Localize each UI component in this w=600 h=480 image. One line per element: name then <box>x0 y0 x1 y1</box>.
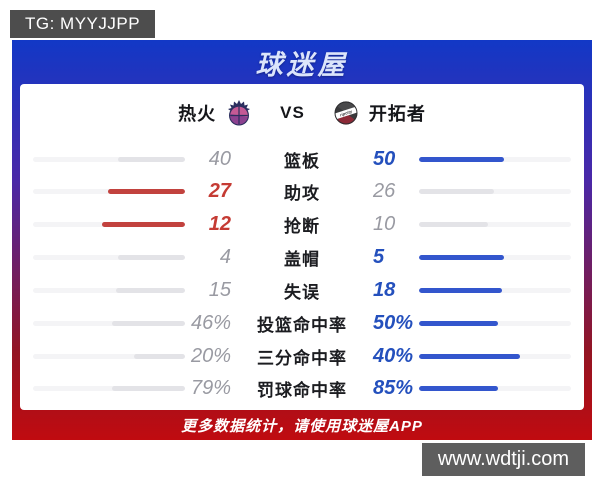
stat-row: 46% 投篮命中率 50% <box>33 308 571 338</box>
stats-card: 球迷屋 热火 VS <box>12 40 592 440</box>
left-stat-value: 12 <box>208 213 231 236</box>
left-stat-bar <box>33 320 185 326</box>
right-stat-bar <box>419 287 571 293</box>
matchup-header: 热火 VS <box>20 84 584 142</box>
tg-contact-badge: TG: MYYJJPP <box>10 10 156 38</box>
stat-label: 助攻 <box>284 184 320 204</box>
right-stat-bar <box>419 353 571 359</box>
right-stat-bar <box>419 255 571 261</box>
left-stat-value: 79% <box>190 377 231 400</box>
stat-label: 抢断 <box>284 217 320 237</box>
blazers-logo-icon: ripcity <box>333 99 359 127</box>
home-team-name: 热火 <box>178 104 217 124</box>
right-stat-bar <box>419 320 571 326</box>
left-stat-bar <box>33 189 185 195</box>
right-stat-value: 18 <box>373 278 396 301</box>
svg-text:ripcity: ripcity <box>339 109 353 118</box>
stat-label: 盖帽 <box>284 250 320 270</box>
left-stat-value: 40 <box>208 147 231 170</box>
left-stat-bar <box>33 156 185 162</box>
stat-label: 投篮命中率 <box>257 315 347 335</box>
right-stat-value: 50 <box>373 147 396 170</box>
left-stat-bar <box>33 255 185 261</box>
stats-rows: 40 篮板 50 27 助攻 26 12 抢断 10 4 盖帽 5 15 失误 18 46% 投篮命中率 50% 2… <box>20 142 584 410</box>
right-stat-bar <box>419 386 571 392</box>
right-stat-bar <box>419 156 571 162</box>
left-stat-bar <box>33 287 185 293</box>
right-stat-value: 85% <box>373 377 414 400</box>
left-stat-bar <box>33 222 185 228</box>
right-stat-value: 5 <box>373 246 385 269</box>
vs-label: VS <box>280 103 305 122</box>
site-watermark-badge: www.wdtji.com <box>421 443 585 476</box>
stat-row: 15 失误 18 <box>33 275 571 305</box>
right-stat-bar <box>419 222 571 228</box>
heat-logo-icon <box>226 99 252 127</box>
app-logo: 球迷屋 <box>255 49 349 80</box>
right-stat-value: 40% <box>373 344 414 367</box>
stat-label: 罚球命中率 <box>257 381 347 401</box>
left-stat-value: 15 <box>208 278 231 301</box>
left-stat-value: 20% <box>190 344 231 367</box>
stat-label: 三分命中率 <box>257 348 347 368</box>
app-header: 球迷屋 <box>12 40 592 84</box>
stat-row: 40 篮板 50 <box>33 144 571 174</box>
right-stat-bar <box>419 189 571 195</box>
stat-row: 20% 三分命中率 40% <box>33 341 571 371</box>
left-stat-bar <box>33 353 185 359</box>
away-team-name: 开拓者 <box>368 104 426 124</box>
left-stat-value: 4 <box>219 246 231 269</box>
stat-row: 27 助攻 26 <box>33 177 571 207</box>
stat-row: 79% 罚球命中率 85% <box>33 374 571 404</box>
stat-label: 篮板 <box>284 151 320 171</box>
stat-row: 4 盖帽 5 <box>33 243 571 273</box>
footer-promo-text: 更多数据统计，请使用球迷屋APP <box>181 417 423 435</box>
stats-panel: 热火 VS <box>20 84 584 410</box>
left-stat-value: 46% <box>190 311 231 334</box>
stat-row: 12 抢断 10 <box>33 210 571 240</box>
stat-label: 失误 <box>284 282 320 302</box>
right-stat-value: 26 <box>373 180 396 203</box>
right-stat-value: 10 <box>373 213 396 236</box>
left-stat-bar <box>33 386 185 392</box>
right-stat-value: 50% <box>373 311 414 334</box>
left-stat-value: 27 <box>208 180 231 203</box>
